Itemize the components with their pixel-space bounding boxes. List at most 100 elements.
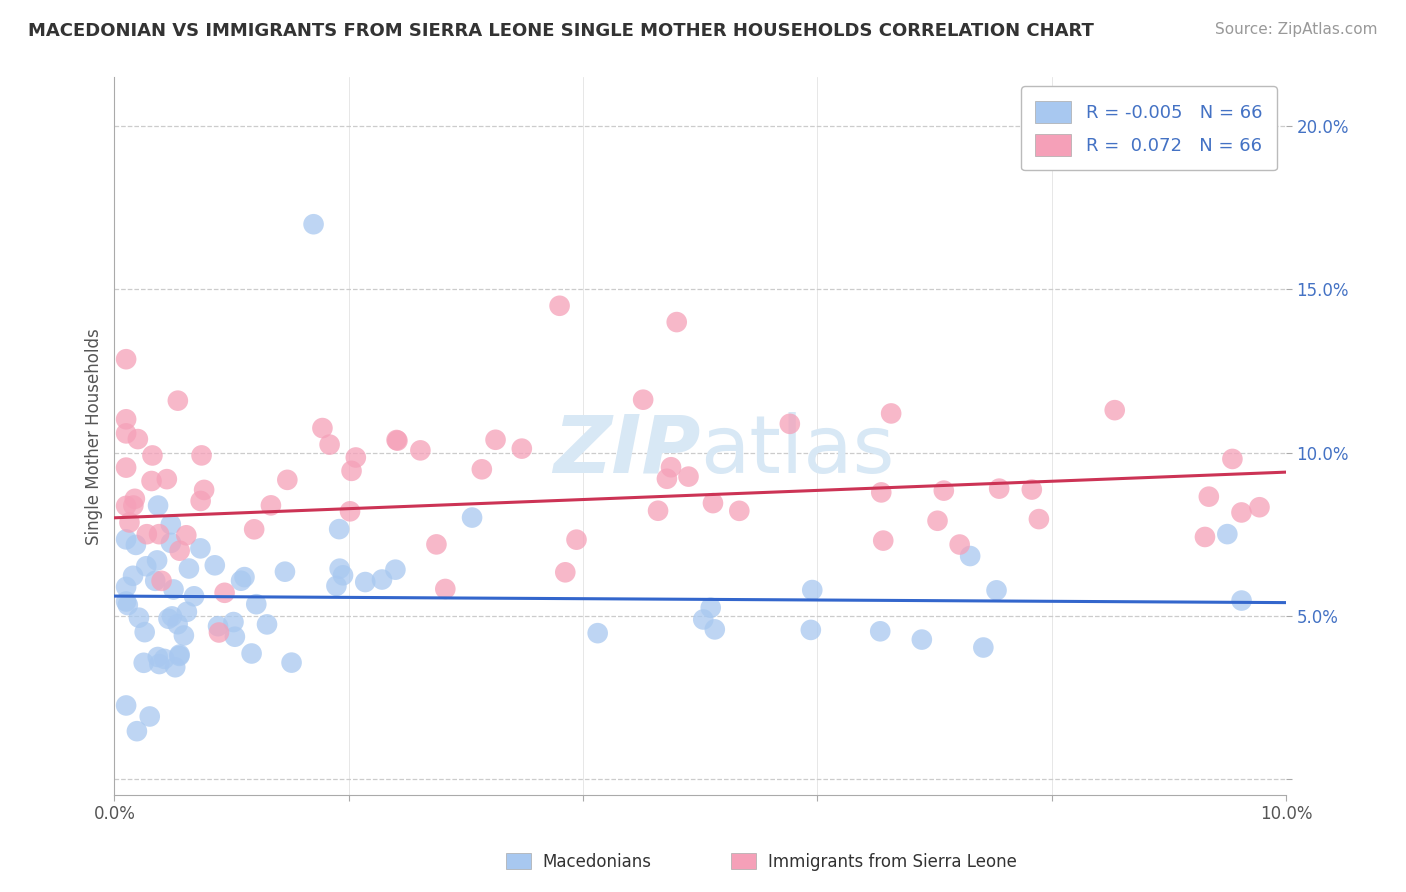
Point <box>148 527 170 541</box>
Point <box>655 472 678 486</box>
Point <box>214 586 236 600</box>
Point <box>678 469 700 483</box>
Point <box>703 623 725 637</box>
Point <box>869 624 891 639</box>
Point <box>1104 403 1126 417</box>
Point <box>176 605 198 619</box>
Point <box>173 628 195 642</box>
Point <box>927 514 949 528</box>
Point <box>510 442 533 456</box>
Point <box>256 617 278 632</box>
Point <box>160 609 183 624</box>
Point <box>134 625 156 640</box>
Point <box>1198 490 1220 504</box>
Point <box>233 570 256 584</box>
Point <box>117 598 139 612</box>
Text: Macedonians: Macedonians <box>543 853 652 871</box>
Point <box>115 533 138 547</box>
Point <box>166 617 188 632</box>
Point <box>208 625 231 640</box>
Point <box>159 517 181 532</box>
Point <box>115 426 138 441</box>
Point <box>183 589 205 603</box>
Point <box>224 630 246 644</box>
Text: Source: ZipAtlas.com: Source: ZipAtlas.com <box>1215 22 1378 37</box>
Point <box>118 516 141 530</box>
Point <box>125 538 148 552</box>
Point <box>138 709 160 723</box>
Point <box>141 474 163 488</box>
Point <box>384 563 406 577</box>
Point <box>461 510 484 524</box>
Point <box>325 579 347 593</box>
Point <box>190 494 212 508</box>
Point <box>169 543 191 558</box>
Point <box>160 536 183 550</box>
Point <box>135 559 157 574</box>
Point <box>425 537 447 551</box>
Point <box>115 499 138 513</box>
Point <box>222 615 245 629</box>
Point <box>128 610 150 624</box>
Point <box>801 582 824 597</box>
Point <box>229 574 252 588</box>
Point <box>148 657 170 671</box>
Point <box>1216 527 1239 541</box>
Point <box>122 499 145 513</box>
Point <box>1230 506 1253 520</box>
Point <box>665 315 688 329</box>
Point <box>471 462 494 476</box>
Point <box>988 482 1011 496</box>
Point <box>344 450 367 465</box>
Point <box>329 562 352 576</box>
Point <box>1021 483 1043 497</box>
Point <box>339 504 361 518</box>
Point <box>122 569 145 583</box>
Point <box>1222 451 1244 466</box>
Point <box>276 473 298 487</box>
Point <box>132 656 155 670</box>
Point <box>880 406 903 420</box>
Point <box>548 299 571 313</box>
Point <box>434 582 457 596</box>
Point <box>659 460 682 475</box>
Point <box>115 460 138 475</box>
Point <box>280 656 302 670</box>
Point <box>162 582 184 597</box>
Point <box>153 652 176 666</box>
Point <box>115 594 138 608</box>
Point <box>124 491 146 506</box>
Point <box>1028 512 1050 526</box>
Point <box>870 485 893 500</box>
Point <box>169 648 191 663</box>
Point <box>554 566 576 580</box>
Point <box>800 623 823 637</box>
Point <box>702 496 724 510</box>
Point <box>911 632 934 647</box>
Point <box>169 648 191 662</box>
Point <box>274 565 297 579</box>
Point <box>302 217 325 231</box>
Point <box>190 541 212 556</box>
Point <box>157 612 180 626</box>
Point <box>125 724 148 739</box>
Point <box>207 619 229 633</box>
Point <box>146 650 169 665</box>
Point <box>1194 530 1216 544</box>
Text: atlas: atlas <box>700 411 894 490</box>
Point <box>115 580 138 594</box>
Point <box>311 421 333 435</box>
Point <box>115 352 138 367</box>
Point <box>190 449 212 463</box>
Point <box>115 698 138 713</box>
Point <box>245 597 267 611</box>
Point <box>586 626 609 640</box>
Point <box>146 553 169 567</box>
Point <box>972 640 994 655</box>
Point <box>1249 500 1271 515</box>
Point <box>318 437 340 451</box>
Point <box>240 647 263 661</box>
Point <box>986 583 1008 598</box>
Point <box>385 433 408 447</box>
Point <box>193 483 215 497</box>
